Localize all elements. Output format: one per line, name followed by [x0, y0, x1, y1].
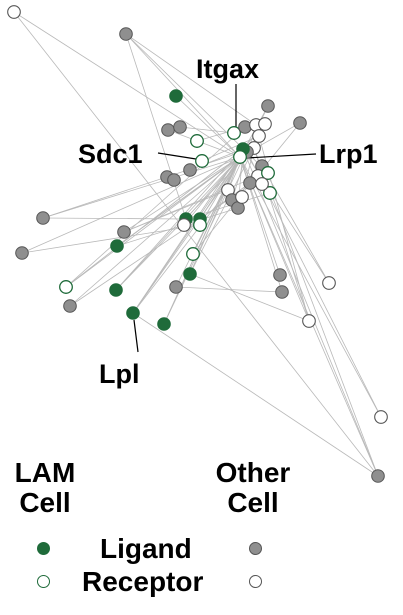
node-other-ligand-m8: [169, 280, 183, 294]
edge-b2-ha: [242, 148, 379, 477]
node-lam-receptor-c4: [193, 218, 207, 232]
edge-c2-la: [199, 156, 241, 220]
edge-g2-la: [167, 129, 241, 158]
label-sdc1: Sdc1: [78, 139, 143, 169]
edge-tl-la: [13, 11, 241, 158]
label-lpl: Lpl: [99, 359, 140, 389]
label-itgax: Itgax: [196, 54, 259, 84]
node-other-ligand-t2: [261, 99, 275, 113]
node-other-receptor-l4: [302, 314, 316, 328]
gene-labels: Itgax Sdc1 Lrp1 Lpl: [78, 54, 378, 389]
edge-c1-t1: [125, 33, 187, 220]
legend-receptor-label: Receptor: [82, 566, 204, 597]
legend-other-header-line1: Other: [215, 457, 291, 488]
node-other-ligand-m4: [15, 246, 29, 260]
node-other-ligand-g4: [183, 163, 197, 177]
legend-ligand-label: Ligand: [100, 533, 192, 564]
node-lam-receptor-it: [227, 126, 241, 140]
edge-m6-l4: [189, 273, 310, 322]
node-other-receptor-t7: [252, 129, 266, 143]
label-callouts: [133, 84, 317, 353]
edge-l1-la: [65, 156, 241, 288]
node-other-ligand-g6: [167, 173, 181, 187]
node-other-ligand-g3: [173, 120, 187, 134]
edge-g1-la: [175, 95, 241, 158]
edge-m4-la: [21, 156, 241, 254]
node-lam-ligand-m3: [110, 239, 124, 253]
node-other-ligand-m1: [36, 211, 50, 225]
legend-lam-receptor-dot: [37, 575, 50, 588]
edge-it-g3: [179, 126, 235, 134]
legend-other-receptor-dot: [249, 575, 262, 588]
node-lam-receptor-r1: [190, 134, 204, 148]
node-lam-receptor-l1: [59, 280, 73, 294]
network-edges: [13, 11, 382, 477]
label-lrp1: Lrp1: [319, 139, 378, 169]
edge-t1-la: [125, 33, 241, 158]
edge-tl-b2: [13, 11, 379, 477]
edge-lpl-t9: [132, 151, 248, 314]
edge-m8-la: [175, 156, 241, 288]
legend-lam-header-line1: LAM: [14, 457, 76, 488]
node-lam-ligand-m6: [183, 267, 197, 281]
edge-m1-c1: [42, 217, 187, 220]
node-other-ligand-m9: [273, 268, 287, 282]
legend-lam-ligand-dot: [37, 542, 50, 555]
legend-lam-header: LAM Cell: [4, 458, 86, 518]
legend-lam-header-line2: Cell: [19, 487, 71, 518]
node-lam-ligand-g1: [169, 89, 183, 103]
node-other-receptor-t6: [258, 117, 272, 131]
node-other-ligand-b2: [371, 469, 385, 483]
node-lam-receptor-m5: [186, 247, 200, 261]
node-other-ligand-t4: [238, 120, 252, 134]
edge-m2-la: [123, 156, 241, 233]
legend-other-ligand-dot: [249, 542, 262, 555]
node-other-receptor-c3: [177, 218, 191, 232]
edge-m1-la: [42, 156, 241, 219]
node-lam-receptor-t12: [261, 166, 275, 180]
edge-b1-la: [239, 156, 382, 418]
edge-c4-la: [199, 156, 241, 226]
network-nodes: [7, 5, 388, 483]
edge-m2-t14: [123, 189, 229, 233]
node-lam-receptor-r2: [195, 154, 209, 168]
node-other-receptor-m11: [322, 276, 336, 290]
node-other-receptor-t17: [235, 190, 249, 204]
edge-c3-la: [183, 156, 241, 226]
node-other-ligand-t1: [119, 27, 133, 41]
node-other-receptor-t19: [255, 177, 269, 191]
edge-b2-t8: [253, 147, 379, 477]
legend-other-header-line2: Cell: [227, 487, 279, 518]
edge-b2-lpl: [132, 312, 379, 477]
node-lam-ligand-m7: [109, 283, 123, 297]
legend-other-header: Other Cell: [200, 458, 306, 518]
node-lam-ligand-l3: [157, 317, 171, 331]
edge-m11-t10: [261, 165, 330, 284]
node-lam-receptor-t18: [263, 186, 277, 200]
node-other-receptor-b1: [374, 410, 388, 424]
edge-m1-t8: [42, 147, 255, 219]
node-other-ligand-m2: [117, 225, 131, 239]
edge-lpl-ha: [132, 148, 244, 314]
callout-sdc1: [157, 152, 197, 160]
edge-l1-ha: [65, 148, 244, 288]
edge-lpl-t14: [132, 189, 229, 314]
node-other-ligand-g2: [161, 123, 175, 137]
node-lam-receptor-la: [233, 150, 247, 164]
node-other-ligand-t3: [293, 116, 307, 130]
edge-l1-t4: [65, 126, 246, 288]
node-other-ligand-m10: [275, 285, 289, 299]
node-other-ligand-l2: [63, 299, 77, 313]
node-lam-ligand-lpl: [126, 306, 140, 320]
edge-t1-t5: [125, 33, 257, 126]
callout-lrp1: [245, 153, 317, 159]
callout-lpl: [133, 319, 139, 353]
node-other-receptor-tl: [7, 5, 21, 19]
edge-l2-la: [69, 156, 241, 307]
node-other-ligand-t13: [243, 176, 257, 190]
